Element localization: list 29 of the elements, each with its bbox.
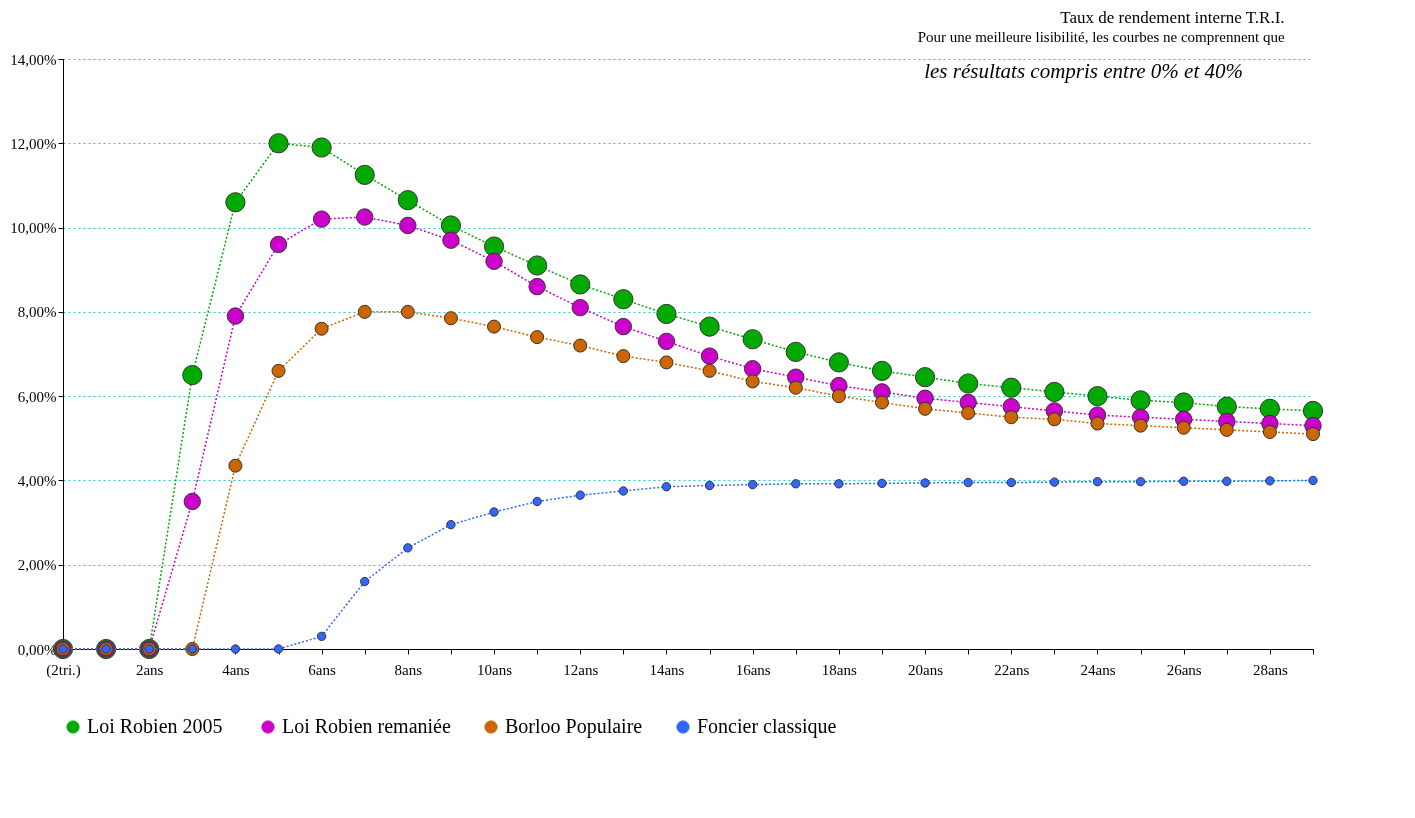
x-tick-label: 12ans	[563, 661, 599, 678]
chart-title: Taux de rendement interne T.R.I.	[1060, 8, 1285, 27]
y-tick-label: 10,00%	[10, 220, 57, 237]
x-tick-label: 22ans	[994, 661, 1030, 678]
chart-subtitle: Pour une meilleure lisibilité, les courbes ne comprennent que	[917, 29, 1285, 45]
y-tick-label: 4,00%	[17, 472, 57, 489]
x-tick-label: 24ans	[1080, 661, 1116, 678]
x-tick-label: 8ans	[394, 661, 423, 678]
x-tick-label: 18ans	[821, 661, 858, 678]
legend-label: Borloo Populaire	[505, 715, 643, 738]
y-tick-label: 2,00%	[17, 557, 57, 574]
x-tick-label: 2ans	[135, 661, 164, 678]
x-tick-label: 16ans	[735, 661, 771, 678]
x-tick-label: 26ans	[1166, 661, 1202, 678]
x-tick-label: 6ans	[308, 661, 337, 678]
legend-label: Loi Robien 2005	[87, 715, 223, 737]
legend-label: Loi Robien remaniée	[282, 715, 451, 737]
x-tick-label: (2tri.)	[46, 661, 81, 679]
y-tick-label: 8,00%	[17, 304, 57, 321]
x-tick-label: 20ans	[908, 661, 944, 678]
x-tick-label: 10ans	[477, 661, 513, 678]
x-tick-label: 4ans	[222, 661, 250, 678]
y-tick-label: 12,00%	[10, 135, 57, 152]
x-tick-label: 14ans	[649, 661, 685, 678]
y-tick-label: 6,00%	[17, 388, 57, 405]
y-tick-label: 14,00%	[10, 51, 57, 68]
legend-label: Foncier classique	[697, 715, 837, 738]
x-tick-label: 28ans	[1252, 661, 1289, 678]
annotation: les résultats compris entre 0% et 40%	[924, 59, 1243, 83]
